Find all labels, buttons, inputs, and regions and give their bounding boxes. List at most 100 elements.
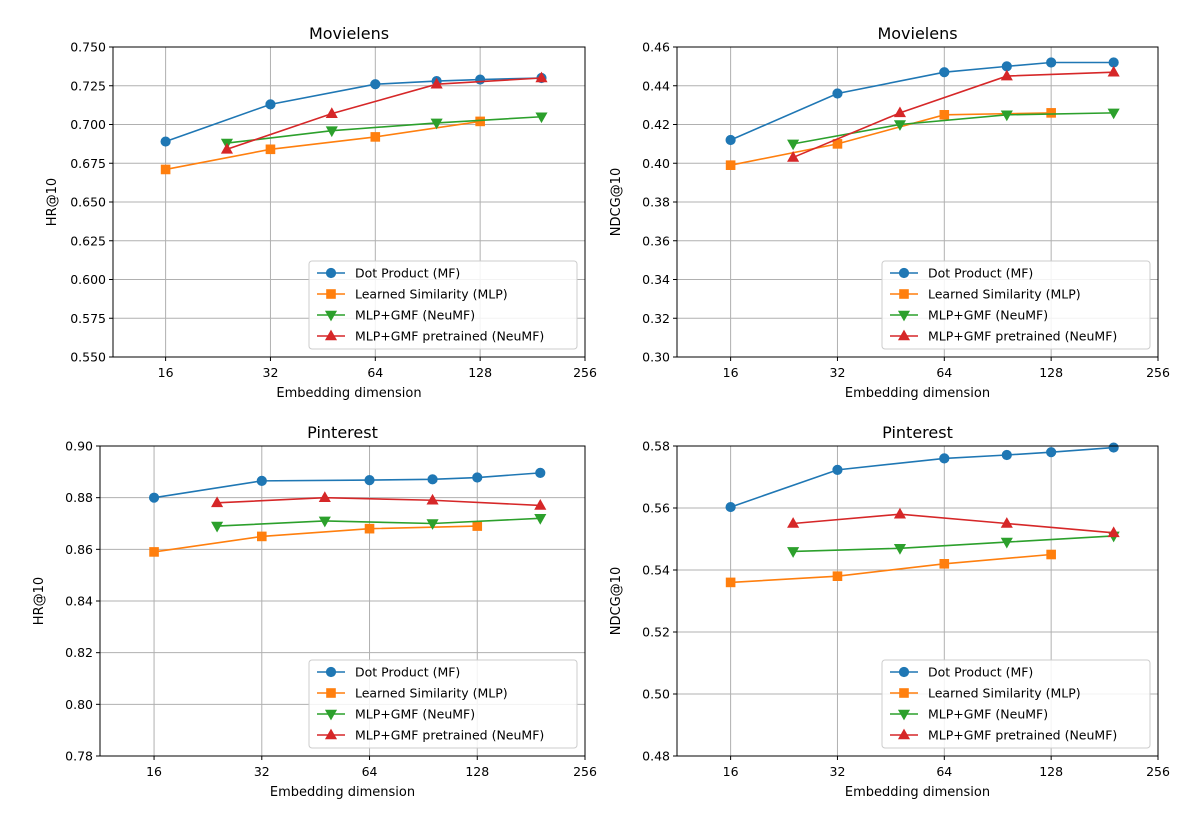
chart-title: Movielens [309, 24, 389, 43]
x-tick-label: 16 [723, 365, 739, 380]
legend-box [881, 260, 1151, 350]
data-point [787, 151, 800, 162]
x-tick-label: 16 [158, 365, 174, 380]
data-point [939, 67, 950, 78]
legend: Dot Product (MF) Learned Similarity (MLP)… [308, 659, 578, 749]
y-tick-label: 0.88 [65, 490, 93, 505]
data-point [430, 118, 443, 130]
x-axis-label: Embedding dimension [276, 386, 421, 401]
legend-marker [324, 709, 338, 721]
data-point [725, 160, 736, 170]
legend-label: Dot Product (MF) [928, 266, 1033, 281]
legend: Dot Product (MF) Learned Similarity (MLP)… [881, 260, 1151, 350]
y-tick-label: 0.34 [642, 272, 670, 287]
series-line [793, 513, 1114, 534]
legend-label: MLP+GMF (NeuMF) [928, 707, 1048, 722]
legend-marker [324, 329, 338, 341]
data-point [1046, 108, 1056, 118]
data-point [939, 110, 950, 120]
series-line [153, 525, 478, 553]
chart-panel-2: 16 32 64 128 256 0.30 0.32 0.34 0.36 0.38 0.40 0.42… [609, 24, 1170, 401]
data-point [211, 496, 224, 508]
series-3 [787, 108, 1120, 151]
y-tick-label: 0.78 [65, 749, 93, 764]
data-point [1107, 526, 1120, 538]
data-point [939, 453, 950, 464]
legend-label: Dot Product (MF) [355, 665, 460, 680]
series-4 [787, 65, 1120, 162]
legend-entry: MLP+GMF pretrained (NeuMF) [890, 329, 1117, 344]
chart-panel-1: 16 32 64 128 256 0.550 0.575 0.600 0.625 0.650 0.6… [45, 24, 597, 401]
legend-box [308, 260, 578, 350]
data-point [1001, 61, 1012, 72]
legend-label: MLP+GMF pretrained (NeuMF) [355, 329, 544, 344]
data-point [475, 74, 486, 85]
legend-entry: Learned Similarity (MLP) [890, 287, 1081, 302]
x-tick-label: 128 [468, 365, 492, 380]
y-tick-label: 0.44 [642, 78, 670, 93]
data-point [725, 577, 736, 588]
legend-label: MLP+GMF pretrained (NeuMF) [355, 728, 544, 743]
data-point [364, 475, 375, 486]
x-tick-label: 64 [362, 764, 378, 779]
legend-marker [897, 310, 911, 322]
data-point [1046, 57, 1057, 68]
x-axis-label: Embedding dimension [845, 785, 990, 800]
data-point [475, 116, 485, 127]
legend-marker [326, 688, 336, 698]
legend-entry: MLP+GMF (NeuMF) [317, 308, 475, 323]
y-axis-label: HR@10 [32, 577, 47, 625]
data-point [1108, 442, 1119, 453]
series-line [217, 517, 541, 527]
x-tick-label: 128 [465, 764, 489, 779]
x-tick-label: 32 [263, 365, 279, 380]
x-tick-label: 16 [723, 764, 739, 779]
x-axis-label: Embedding dimension [845, 386, 990, 401]
data-point [265, 99, 276, 110]
y-tick-label: 0.700 [70, 117, 106, 132]
data-point [534, 499, 547, 510]
y-tick-label: 0.625 [70, 233, 106, 248]
data-point [364, 523, 375, 534]
series-1 [148, 467, 546, 503]
legend-marker [899, 688, 909, 698]
legend-marker [898, 666, 910, 678]
y-tick-label: 0.90 [65, 439, 93, 454]
series-line [165, 77, 542, 143]
y-tick-label: 0.58 [642, 439, 670, 454]
x-tick-label: 256 [573, 365, 597, 380]
series-line [730, 112, 1052, 166]
legend-marker [899, 289, 909, 299]
y-tick-label: 0.40 [642, 156, 670, 171]
legend-entry: Learned Similarity (MLP) [317, 686, 508, 701]
data-point [265, 144, 276, 155]
y-tick-label: 0.42 [642, 117, 670, 132]
legend-entry: MLP+GMF pretrained (NeuMF) [317, 329, 544, 344]
x-tick-label: 32 [254, 764, 270, 779]
y-tick-label: 0.600 [70, 272, 106, 287]
data-point [160, 136, 171, 147]
data-point [832, 88, 843, 99]
data-point [893, 507, 907, 519]
plot-frame [676, 445, 1159, 757]
y-tick-label: 0.54 [642, 563, 670, 578]
data-point [832, 571, 843, 582]
series-line [792, 71, 1114, 159]
legend-label: Learned Similarity (MLP) [928, 686, 1081, 701]
legend-marker [324, 728, 338, 740]
data-point [325, 107, 338, 118]
y-tick-label: 0.80 [65, 697, 93, 712]
series-line [730, 446, 1114, 508]
legend-label: MLP+GMF (NeuMF) [355, 308, 475, 323]
data-point [318, 516, 331, 528]
legend-entry: MLP+GMF pretrained (NeuMF) [890, 728, 1117, 743]
data-point [149, 547, 159, 557]
y-axis-label: NDCG@10 [609, 567, 624, 635]
data-point [472, 521, 483, 531]
data-point [325, 126, 338, 138]
x-tick-label: 32 [830, 365, 846, 380]
y-axis-label: HR@10 [45, 178, 60, 226]
legend-marker [897, 709, 911, 721]
legend-marker [324, 310, 338, 322]
y-tick-label: 0.30 [642, 350, 670, 365]
